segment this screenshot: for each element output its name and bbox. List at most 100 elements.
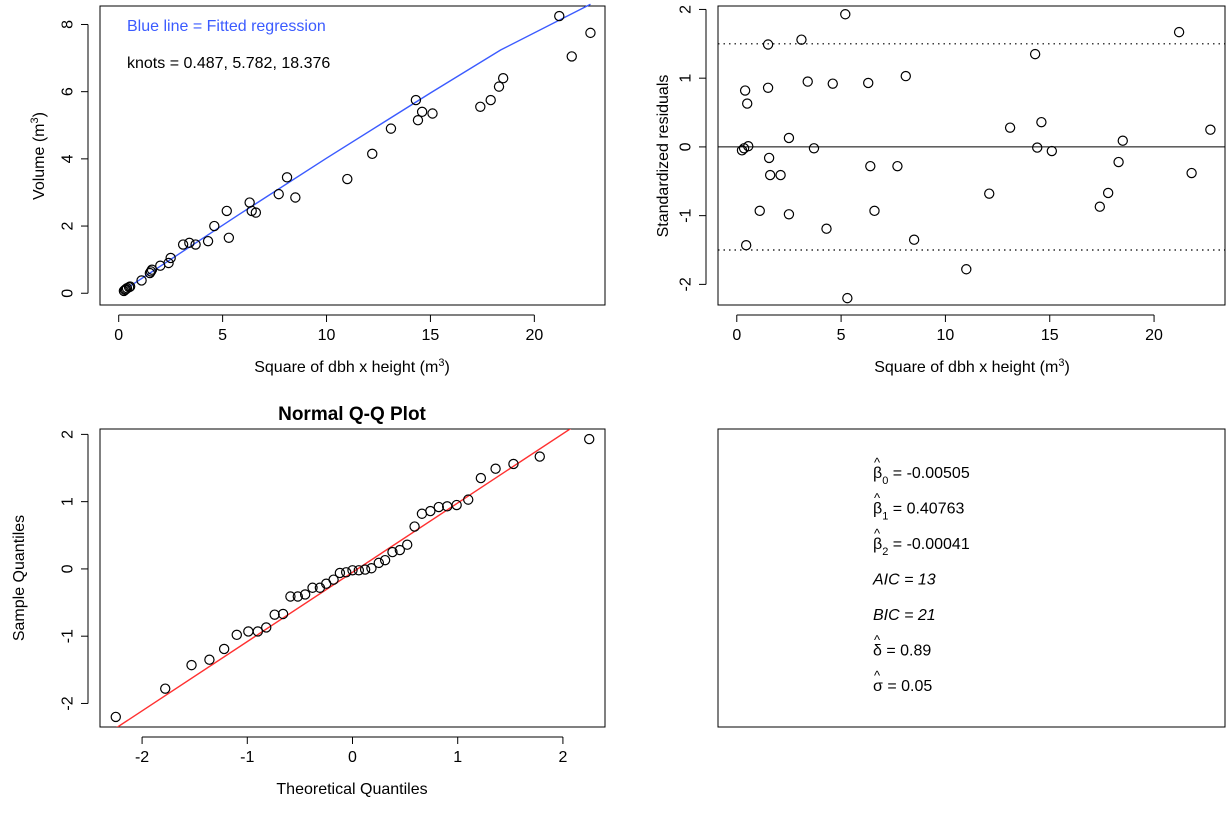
- stat-equals: =: [888, 465, 906, 482]
- data-point: [1173, 26, 1185, 38]
- x-tick-label: 20: [1145, 327, 1163, 344]
- data-point: [475, 101, 486, 112]
- data-point: [292, 591, 303, 602]
- plot-frame: [99, 428, 606, 728]
- y-tick-label: -2: [60, 696, 77, 710]
- data-point: [490, 463, 501, 474]
- y-tick-label: 2: [60, 430, 77, 439]
- hat-accent: ^: [874, 633, 881, 648]
- data-point: [762, 39, 774, 50]
- stat-equals: =: [888, 501, 906, 518]
- data-point: [863, 77, 874, 89]
- y-axis-label: Volume (m3): [29, 112, 48, 200]
- data-point: [869, 205, 880, 217]
- x-tick-label: 2: [558, 749, 567, 766]
- data-point: [808, 143, 820, 154]
- data-point: [1117, 135, 1128, 146]
- data-point: [1036, 116, 1047, 128]
- data-point: [385, 123, 397, 134]
- data-point: [299, 589, 311, 600]
- x-axis-label: Square of dbh x height (m3): [874, 357, 1070, 376]
- data-point: [144, 267, 156, 279]
- data-point: [243, 626, 254, 637]
- data-point: [244, 197, 255, 208]
- data-point: [1032, 142, 1043, 153]
- data-point: [865, 160, 876, 172]
- y-tick-label: -1: [60, 629, 77, 643]
- stats-box: [717, 428, 1226, 728]
- stat-label: BIC: [873, 607, 900, 624]
- x-axis-label: Theoretical Quantiles: [276, 781, 427, 798]
- data-point: [231, 629, 242, 641]
- panel-volume-fit: Blue line = Fitted regression knots = 0.…: [29, 3, 606, 376]
- data-point: [475, 472, 487, 484]
- data-point: [387, 546, 398, 558]
- data-point: [451, 499, 462, 511]
- y-tick-label: 0: [60, 564, 77, 573]
- y-tick-label: -1: [678, 208, 695, 222]
- hat-accent: ^: [874, 668, 881, 683]
- data-point: [742, 98, 753, 109]
- data-point: [783, 132, 795, 144]
- data-point: [223, 232, 235, 244]
- qq-reference-line: [116, 429, 572, 727]
- x-tick-label: -2: [135, 749, 149, 766]
- data-point: [554, 10, 565, 22]
- data-point: [584, 433, 595, 445]
- plot-frame: [99, 5, 606, 306]
- data-point: [367, 148, 378, 160]
- data-point: [416, 508, 428, 519]
- data-point: [433, 501, 444, 513]
- stat-symbol: δ: [873, 643, 882, 660]
- data-point: [328, 574, 339, 585]
- stat-equals: =: [900, 572, 918, 589]
- data-point: [740, 239, 752, 251]
- x-tick-label: -1: [240, 749, 254, 766]
- data-point: [1004, 122, 1016, 133]
- x-tick-label: 0: [732, 327, 741, 344]
- data-point: [463, 494, 474, 505]
- data-point: [796, 34, 807, 45]
- data-point: [342, 173, 353, 185]
- stat-equals: =: [883, 678, 901, 695]
- x-tick-label: 0: [114, 327, 123, 344]
- x-tick-label: 5: [837, 327, 846, 344]
- data-point: [165, 252, 176, 264]
- data-point: [961, 264, 972, 275]
- data-point: [508, 458, 519, 470]
- data-point: [585, 27, 596, 39]
- data-point: [145, 266, 157, 277]
- data-point: [1186, 167, 1197, 179]
- data-point: [261, 622, 272, 633]
- data-point: [1205, 124, 1216, 135]
- x-tick-label: 0: [348, 749, 357, 766]
- y-tick-label: 6: [60, 87, 77, 96]
- stat-value: 21: [917, 607, 936, 624]
- stat-symbol: σ: [873, 678, 883, 695]
- data-point: [764, 169, 776, 181]
- data-point: [136, 275, 147, 286]
- data-point: [821, 223, 832, 234]
- x-tick-label: 20: [525, 327, 543, 344]
- data-point: [250, 207, 262, 218]
- data-point: [900, 70, 911, 82]
- data-point: [402, 539, 413, 550]
- data-point: [410, 94, 422, 106]
- plot-frame: [717, 5, 1226, 306]
- data-point: [273, 188, 284, 200]
- y-tick-label: 0: [678, 142, 695, 151]
- panel-residuals: Square of dbh x height (m3) Standardized…: [655, 5, 1226, 376]
- stat-equals: =: [900, 607, 918, 624]
- data-point: [379, 554, 391, 566]
- y-tick-label: 8: [60, 20, 77, 29]
- data-point: [842, 292, 853, 304]
- data-point: [743, 141, 754, 152]
- data-point: [285, 591, 296, 602]
- y-tick-label: 1: [60, 497, 77, 506]
- knots-annotation: knots = 0.487, 5.782, 18.376: [127, 55, 330, 72]
- data-point: [1102, 187, 1114, 199]
- data-point: [534, 451, 545, 462]
- x-tick-label: 5: [218, 327, 227, 344]
- y-tick-label: 1: [678, 74, 695, 83]
